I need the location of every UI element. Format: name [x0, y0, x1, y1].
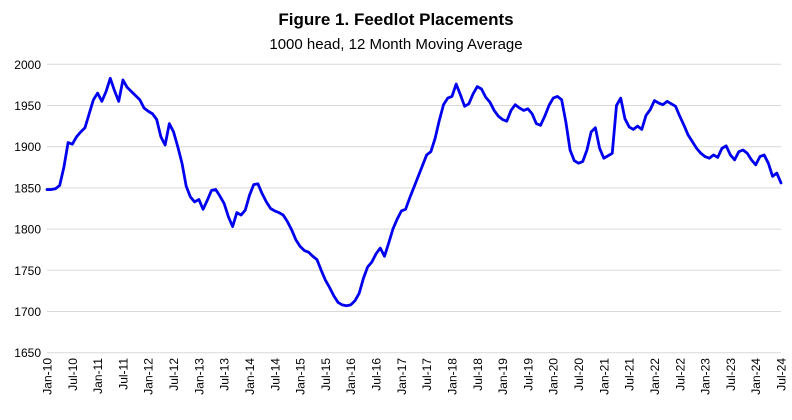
chart-subtitle: 1000 head, 12 Month Moving Average: [269, 36, 522, 53]
x-axis-label: Jul-16: [370, 358, 384, 391]
y-axis-labels-group: 1650 1700 1750 1800 1850 1900 1950 2000: [14, 58, 41, 360]
x-axis-label: Jan-18: [445, 358, 459, 395]
x-axis-label: Jan-16: [344, 358, 358, 395]
y-axis-label: 1700: [14, 305, 41, 319]
x-axis-label: Jan-21: [597, 358, 611, 395]
y-axis-label: 1650: [14, 346, 41, 360]
x-axis-label: Jan-14: [243, 358, 257, 395]
x-axis-label: Jul-23: [724, 358, 738, 391]
x-axis-label: Jul-22: [673, 358, 687, 391]
x-axis-label: Jan-22: [648, 358, 662, 395]
x-axis-label: Jul-14: [268, 358, 282, 391]
x-axis-label: Jul-15: [319, 358, 333, 391]
y-axis-label: 2000: [14, 58, 41, 72]
x-axis-label: Jul-10: [66, 358, 80, 391]
y-axis-label: 1900: [14, 140, 41, 154]
x-axis-label: Jul-17: [420, 358, 434, 391]
y-axis-label: 1800: [14, 223, 41, 237]
x-axis-label: Jan-20: [547, 358, 561, 395]
x-axis-label: Jan-12: [142, 358, 156, 395]
y-axis-label: 1950: [14, 99, 41, 113]
x-axis-label: Jul-11: [116, 358, 130, 390]
x-axis-labels-group: Jan-10 Jul-10 Jan-11 Jul-11 Jan-12 Jul-12 Jan-…: [41, 358, 789, 395]
x-axis-label: Jan-23: [699, 358, 713, 395]
feedlot-placements-series-line: [45, 76, 783, 308]
chart-title: Figure 1. Feedlot Placements: [278, 10, 513, 29]
x-axis-label: Jan-17: [395, 358, 409, 395]
x-axis-label: Jul-12: [167, 358, 181, 391]
x-axis-label: Jan-11: [91, 358, 105, 394]
x-axis-label: Jul-19: [521, 358, 535, 391]
x-axis-label: Jul-24: [775, 358, 789, 391]
x-axis-label: Jan-10: [41, 358, 55, 395]
y-axis-label: 1850: [14, 181, 41, 195]
x-axis-label: Jul-21: [623, 358, 637, 391]
x-axis-label: Jan-15: [294, 358, 308, 395]
gridlines-group: [47, 63, 781, 354]
x-axis-label: Jan-24: [749, 358, 763, 395]
x-axis-label: Jan-13: [192, 358, 206, 395]
x-axis-label: Jan-19: [496, 358, 510, 395]
x-axis-label: Jul-20: [572, 358, 586, 391]
y-axis-label: 1750: [14, 264, 41, 278]
x-axis-label: Jul-18: [471, 358, 485, 391]
series-group: [45, 76, 783, 308]
x-axis-label: Jul-13: [218, 358, 232, 391]
